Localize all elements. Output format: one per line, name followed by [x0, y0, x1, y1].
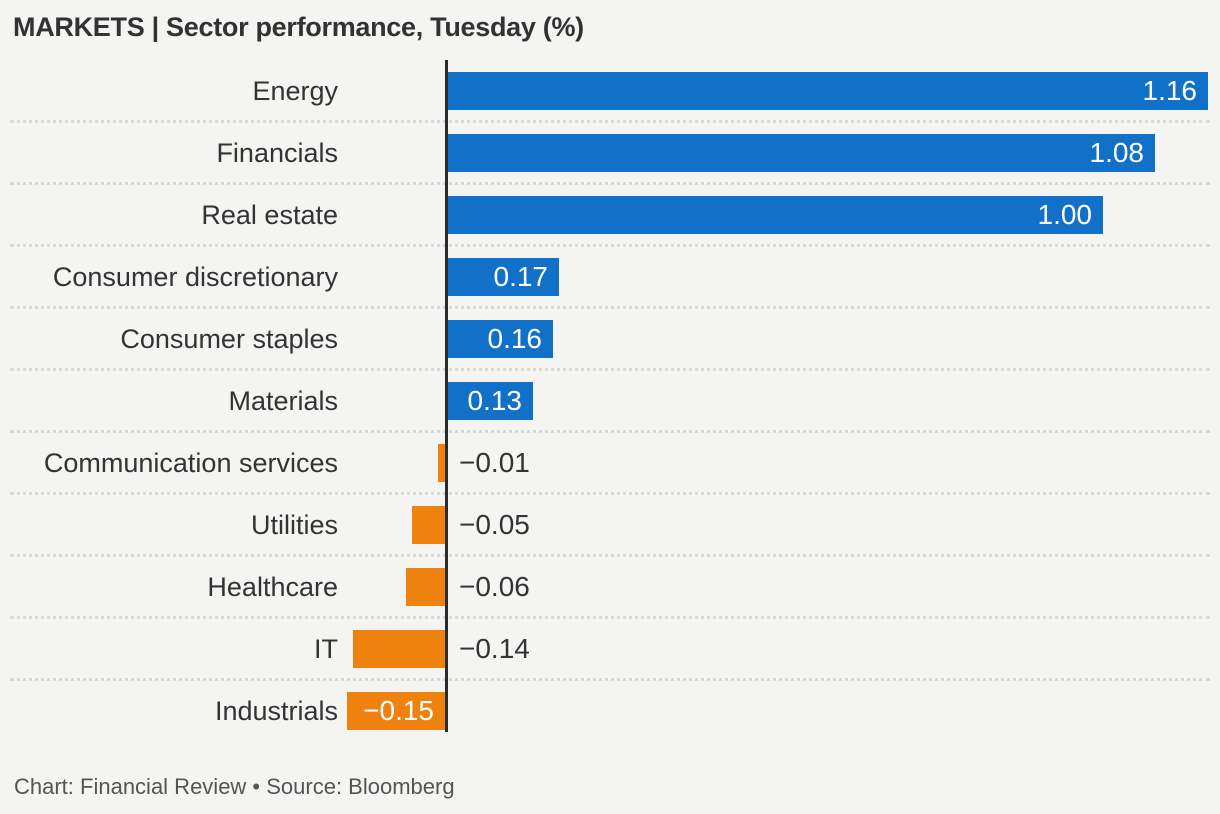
negative-bar: −0.15: [347, 692, 445, 730]
bar-chart: Energy 1.16 Financials 1.08 Real estate 1.00 C…: [0, 60, 1220, 742]
positive-bar: 0.16: [448, 320, 553, 358]
value-label: 1.08: [1089, 137, 1145, 168]
bar-row: Real estate 1.00: [0, 182, 1220, 246]
chart-credit: Chart: Financial Review • Source: Bloomb…: [14, 774, 455, 799]
positive-bar: 0.17: [448, 258, 559, 296]
category-label: Real estate: [201, 199, 338, 230]
category-label: Consumer staples: [120, 323, 338, 354]
negative-bar: [406, 568, 445, 606]
axis-baseline: [445, 60, 448, 732]
value-label: 0.16: [487, 323, 543, 354]
category-label: IT: [314, 633, 338, 664]
category-label: Financials: [216, 137, 338, 168]
category-label: Healthcare: [207, 571, 338, 602]
value-label: −0.06: [459, 571, 530, 602]
negative-bar: [412, 506, 445, 544]
bar-row: Communication services −0.01: [0, 430, 1220, 494]
bar-rows-container: Energy 1.16 Financials 1.08 Real estate 1.00 C…: [0, 60, 1220, 742]
bar-row: Financials 1.08: [0, 120, 1220, 184]
bar-row: Energy 1.16: [0, 60, 1220, 122]
bar-row: Consumer discretionary 0.17: [0, 244, 1220, 308]
value-label: −0.05: [459, 509, 530, 540]
category-label: Energy: [252, 75, 338, 106]
positive-bar: 1.08: [448, 134, 1155, 172]
value-label: 0.13: [467, 385, 523, 416]
bar-row: Industrials −0.15: [0, 678, 1220, 742]
positive-bar: 1.00: [448, 196, 1103, 234]
bar-row: Healthcare −0.06: [0, 554, 1220, 618]
value-label: −0.01: [459, 447, 530, 478]
value-label: −0.14: [459, 633, 530, 664]
value-label: 0.17: [493, 261, 549, 292]
bar-row: Consumer staples 0.16: [0, 306, 1220, 370]
negative-bar: [438, 444, 445, 482]
category-label: Consumer discretionary: [52, 261, 338, 292]
category-label: Communication services: [43, 447, 338, 478]
value-label: 1.00: [1037, 199, 1093, 230]
category-label: Utilities: [250, 509, 338, 540]
value-label: −0.15: [363, 695, 434, 726]
positive-bar: 0.13: [448, 382, 533, 420]
bar-row: Utilities −0.05: [0, 492, 1220, 556]
bar-row: Materials 0.13: [0, 368, 1220, 432]
category-label: Materials: [228, 385, 338, 416]
chart-title: MARKETS | Sector performance, Tuesday (%…: [13, 12, 584, 42]
category-label: Industrials: [214, 695, 338, 726]
value-label: 1.16: [1142, 75, 1198, 106]
negative-bar: [353, 630, 445, 668]
bar-row: IT −0.14: [0, 616, 1220, 680]
positive-bar: 1.16: [448, 72, 1208, 110]
